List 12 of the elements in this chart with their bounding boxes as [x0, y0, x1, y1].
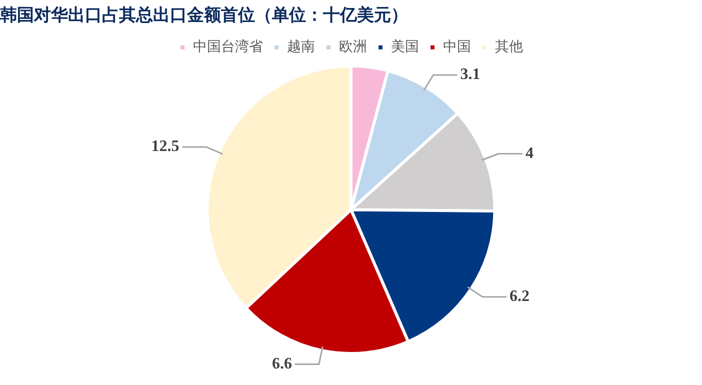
legend-label: 中国: [443, 39, 471, 56]
chart-title: 韩国对华出口占其总出口金额首位（单位：十亿美元）: [0, 6, 408, 26]
legend-label: 美国: [391, 39, 419, 56]
legend-label: 欧洲: [339, 39, 367, 56]
data-label: 6.6: [272, 355, 292, 372]
legend-label: 越南: [287, 39, 315, 56]
data-label: 6.2: [510, 288, 530, 306]
data-label: 3.1: [460, 66, 480, 84]
data-label: 12.5: [151, 138, 180, 156]
data-label: 4: [526, 144, 534, 162]
legend-label: 中国台湾省: [193, 39, 263, 56]
legend-label: 其他: [495, 39, 523, 56]
